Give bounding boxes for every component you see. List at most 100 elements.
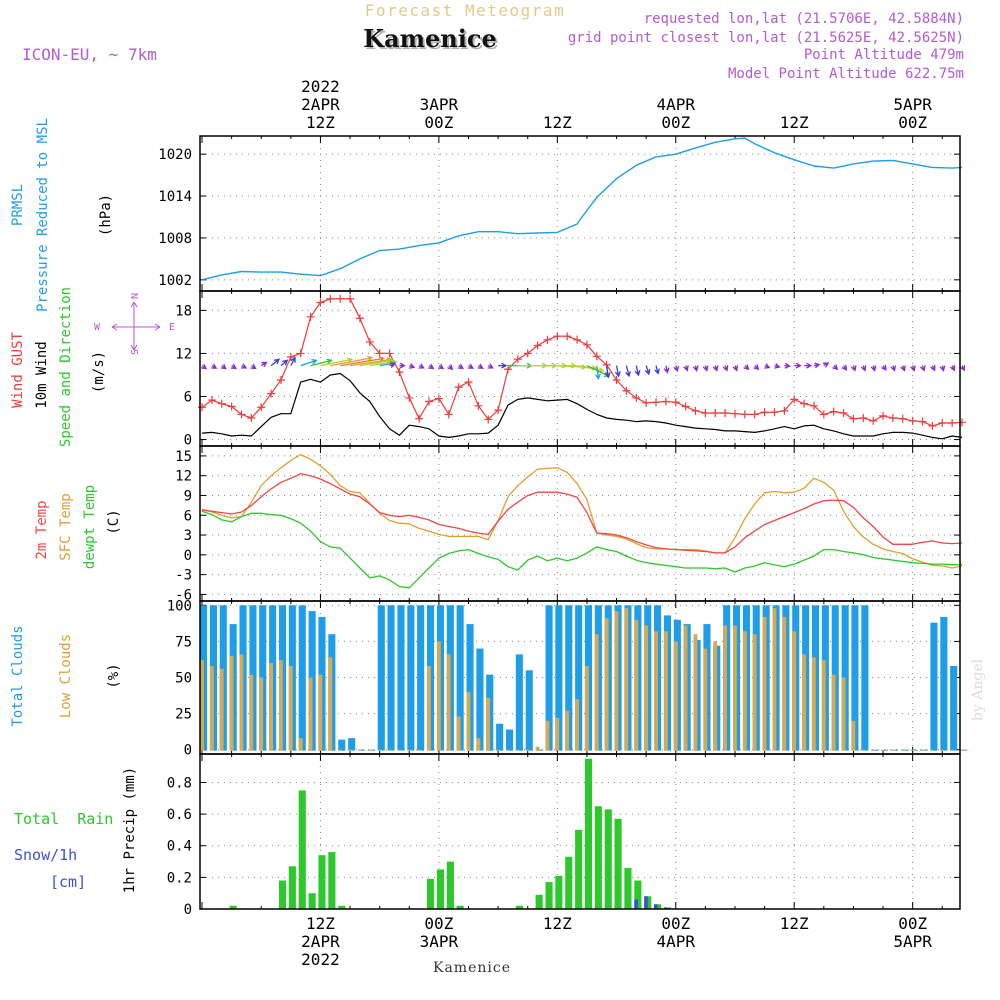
temp2m-label: 2m Temp <box>34 500 50 559</box>
rain-bar <box>515 905 523 909</box>
low-cloud-bar <box>663 631 668 751</box>
temperature-ytick-label: 3 <box>184 528 192 544</box>
low-cloud-bar <box>249 674 254 751</box>
low-cloud-bar <box>910 749 915 751</box>
gust-marker <box>849 414 858 423</box>
low-cloud-bar <box>772 608 777 751</box>
low-cloud-bar <box>397 749 402 751</box>
low-cloud-bar <box>456 716 461 751</box>
pressure-unit: (hPa) <box>98 194 114 236</box>
low-cloud-bar <box>367 749 372 751</box>
low-cloud-bar <box>565 710 570 751</box>
top-time-label-line: 12Z <box>306 113 335 132</box>
wind-ytick-label: 0 <box>184 433 192 449</box>
bottom-time-label-line: 5APR <box>893 932 932 951</box>
gust-marker <box>790 395 799 404</box>
gust-marker <box>267 389 276 398</box>
clouds-axes: 0 25 50 75 100 <box>167 598 960 759</box>
wind-arrow <box>625 365 631 378</box>
gust-marker <box>523 349 532 358</box>
low-cloud-bar <box>387 749 392 751</box>
low-cloud-bar <box>673 641 678 751</box>
gust-marker <box>879 411 888 420</box>
low-cloud-bar <box>555 717 560 751</box>
bottom-time-label-line: 12Z <box>780 914 809 933</box>
gust-marker <box>898 414 907 423</box>
temperature-ytick-label: 15 <box>175 449 192 465</box>
low-cloud-bar <box>881 749 885 751</box>
wind-arrow <box>240 363 248 369</box>
clouds-ytick-label: 100 <box>167 598 192 614</box>
low-clouds-label: Low Clouds <box>58 634 74 718</box>
wind-arrow <box>477 363 484 369</box>
wind-arrow <box>860 365 867 372</box>
requested-coords: requested lon,lat (21.5706E, 42.5884N) <box>644 11 964 27</box>
temperature-side-labels: 2m Temp SFC Temp dewpt Temp (C) <box>34 485 122 569</box>
total-cloud-bar <box>298 605 306 751</box>
low-cloud-bar <box>446 654 451 751</box>
low-cloud-bar <box>723 625 727 751</box>
rain-bar <box>229 905 237 909</box>
gust-marker <box>217 399 226 408</box>
gust-marker <box>740 410 749 419</box>
rain-bar <box>298 790 306 909</box>
watermark: by Angel <box>970 658 986 721</box>
wind-arrow <box>310 358 333 367</box>
gust-marker <box>425 397 434 406</box>
temperature-panel-frame <box>199 445 961 602</box>
place-title-shadow: Kamenice <box>365 26 499 55</box>
rain-bar <box>545 882 553 909</box>
low-cloud-bars <box>200 608 964 751</box>
low-cloud-bar <box>535 746 540 751</box>
precip-ytick-label: 0.4 <box>167 839 192 855</box>
low-cloud-bar <box>496 749 500 751</box>
gust-marker <box>434 394 443 403</box>
compass-s: S <box>130 349 141 355</box>
low-cloud-bar <box>436 641 441 751</box>
gust-marker <box>928 421 937 430</box>
low-cloud-bar <box>861 749 866 751</box>
wind-arrow <box>487 363 494 369</box>
low-cloud-bar <box>733 625 737 751</box>
gust-marker <box>869 416 878 425</box>
wind-arrow <box>220 363 227 370</box>
temperature-ytick-label: 0 <box>184 548 192 564</box>
gust-marker <box>780 406 789 415</box>
low-cloud-bar <box>417 749 421 751</box>
chart-title: Forecast Meteogram <box>365 1 565 20</box>
wind-arrow <box>774 363 781 369</box>
low-cloud-bar <box>279 660 283 751</box>
low-cloud-bar <box>338 749 343 751</box>
wind-arrow <box>438 363 445 370</box>
bottom-time-label: 12Z <box>543 914 572 933</box>
low-cloud-bar <box>930 749 935 751</box>
gust-marker <box>908 416 917 425</box>
low-cloud-bar <box>269 663 273 751</box>
gust-marker <box>355 314 364 323</box>
gust-marker <box>938 419 947 428</box>
top-time-label-line: 2022 <box>301 77 340 96</box>
gust-marker <box>750 410 759 419</box>
bottom-time-label-line: 12Z <box>306 914 335 933</box>
gust-marker <box>474 401 483 410</box>
low-cloud-bar <box>851 720 856 751</box>
pressure-ytick-label: 1014 <box>158 189 192 205</box>
wind-arrow <box>270 358 280 367</box>
sfc-temp-label: SFC Temp <box>58 493 74 560</box>
low-cloud-bar <box>624 608 629 751</box>
wind-arrow <box>498 362 508 369</box>
wind-arrow <box>910 365 916 372</box>
wind-arrow <box>663 365 670 374</box>
bottom-time-label-line: 00Z <box>661 914 690 933</box>
pressure-axes: 1002 1008 1014 1020 <box>158 136 960 291</box>
low-cloud-bar <box>506 749 510 751</box>
gust-marker <box>711 408 720 417</box>
rain-bar <box>328 852 336 909</box>
total-cloud-bar <box>377 605 385 751</box>
top-time-label-line: 5APR <box>893 95 932 114</box>
wind-arrow <box>290 356 296 366</box>
low-cloud-bar <box>594 634 599 751</box>
temperature-ytick-label: 12 <box>175 469 192 485</box>
